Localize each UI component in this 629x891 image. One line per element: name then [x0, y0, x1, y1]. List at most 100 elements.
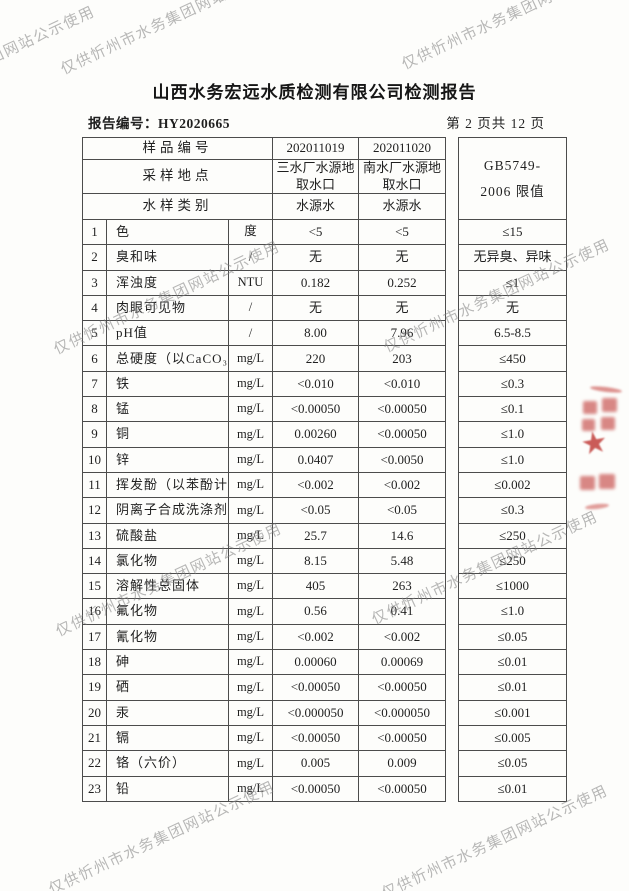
limit-value-cell: ≤1000 [458, 573, 567, 600]
limit-value-cell: 无异臭、异味 [458, 244, 567, 271]
unit-cell: mg/L [228, 396, 273, 423]
row-number-cell: 20 [82, 699, 107, 726]
sample-number-label: 样品编号 [82, 137, 273, 160]
row-number-cell: 13 [82, 522, 107, 549]
results-table: 样品编号 202011019 202011020 采样地点 三水厂水源地取水口 … [82, 137, 446, 802]
sample2-value-cell: 263 [358, 573, 446, 600]
unit-cell: mg/L [228, 370, 273, 398]
sample1-value-cell: <0.00050 [272, 724, 359, 752]
row-number-cell: 8 [82, 396, 107, 423]
sample2-value-cell: <0.00050 [358, 724, 446, 752]
limit-value-cell: ≤0.05 [458, 750, 567, 777]
limit-value-cell: ≤450 [458, 345, 567, 372]
sample-type-2: 水源水 [358, 193, 446, 220]
table-row: 21 镉 mg/L <0.00050 <0.00050 [82, 724, 446, 752]
unit-cell: mg/L [228, 573, 273, 600]
watermark: 仅供忻州市水务集团网站公示使用 [0, 3, 98, 124]
param-name-cell: 阴离子合成洗涤剂 [106, 497, 229, 524]
table-row: 23 铅 mg/L <0.00050 <0.00050 [82, 775, 446, 802]
page-number: 第 2 页共 12 页 [446, 116, 545, 131]
table-row: 2 臭和味 / 无 无 [82, 244, 446, 271]
limit-row: ≤0.01 [458, 649, 567, 676]
sample1-value-cell: <0.000050 [272, 699, 359, 726]
sample1-value-cell: <0.05 [272, 497, 359, 524]
limit-value-cell: ≤0.05 [458, 623, 567, 651]
param-name-cell: 硒 [106, 674, 229, 701]
row-number-cell: 17 [82, 623, 107, 651]
limit-row: ≤250 [458, 522, 567, 549]
row-number-cell: 5 [82, 320, 107, 347]
limit-value-cell: ≤0.002 [458, 471, 567, 499]
param-name-cell: 氟化物 [106, 598, 229, 625]
row-number-cell: 1 [82, 218, 107, 246]
sample1-value-cell: <0.00050 [272, 396, 359, 423]
limit-row: ≤1.0 [458, 598, 567, 625]
limit-row: ≤0.01 [458, 674, 567, 701]
unit-cell: mg/L [228, 421, 273, 448]
sampling-location-label: 采样地点 [82, 159, 273, 194]
limit-value-cell: ≤0.01 [458, 649, 567, 676]
table-row: 7 铁 mg/L <0.010 <0.010 [82, 370, 446, 398]
limit-value-cell: ≤0.01 [458, 674, 567, 701]
unit-cell: mg/L [228, 623, 273, 651]
limit-row: ≤0.05 [458, 623, 567, 651]
sample1-value-cell: 405 [272, 573, 359, 600]
unit-cell: / [228, 320, 273, 347]
row-number-cell: 12 [82, 497, 107, 524]
unit-cell: mg/L [228, 674, 273, 701]
limit-value-cell: ≤0.01 [458, 775, 567, 802]
row-number-cell: 10 [82, 446, 107, 473]
limit-value-cell: ≤250 [458, 547, 567, 575]
param-name-cell: 臭和味 [106, 244, 229, 271]
param-name-cell: 铜 [106, 421, 229, 448]
param-name-cell: 锰 [106, 396, 229, 423]
sample2-value-cell: <5 [358, 218, 446, 246]
unit-cell: mg/L [228, 699, 273, 726]
table-row: 10 锌 mg/L 0.0407 <0.0050 [82, 446, 446, 473]
unit-cell: mg/L [228, 446, 273, 473]
table-row: 9 铜 mg/L 0.00260 <0.00050 [82, 421, 446, 448]
table-row: 18 砷 mg/L 0.00060 0.00069 [82, 649, 446, 676]
unit-cell: mg/L [228, 522, 273, 549]
param-name-cell: 肉眼可见物 [106, 294, 229, 322]
sample2-value-cell: 0.00069 [358, 649, 446, 676]
param-name-cell: 硫酸盐 [106, 522, 229, 549]
table-row: 20 汞 mg/L <0.000050 <0.000050 [82, 699, 446, 726]
seal-text-blob [580, 476, 595, 490]
sample-number-2: 202011020 [358, 137, 446, 160]
sample1-value-cell: 无 [272, 244, 359, 271]
unit-cell: 度 [228, 218, 273, 246]
param-name-cell: 锌 [106, 446, 229, 473]
seal-text-blob [582, 419, 595, 431]
param-name-cell: 浑浊度 [106, 269, 229, 296]
table-row: 8 锰 mg/L <0.00050 <0.00050 [82, 396, 446, 423]
row-number-cell: 7 [82, 370, 107, 398]
param-name-cell: 镉 [106, 724, 229, 752]
param-name-cell: 总硬度（以CaCO₃计） [106, 345, 229, 372]
watermark: 仅供忻州市水务集团网站公示使用 [399, 0, 629, 74]
table-row: 11 挥发酚（以苯酚计） mg/L <0.002 <0.002 [82, 471, 446, 499]
limit-row: ≤0.3 [458, 497, 567, 524]
sample2-value-cell: <0.010 [358, 370, 446, 398]
sample1-value-cell: 0.00260 [272, 421, 359, 448]
unit-cell: mg/L [228, 471, 273, 499]
table-row: 16 氟化物 mg/L 0.56 0.41 [82, 598, 446, 625]
sample-number-row: 样品编号 202011019 202011020 [82, 137, 446, 160]
sample2-value-cell: <0.00050 [358, 674, 446, 701]
limit-row: ≤1000 [458, 573, 567, 600]
seal-arc-top [589, 385, 623, 394]
sample2-value-cell: <0.00050 [358, 396, 446, 423]
limit-row: 无 [458, 294, 567, 322]
limit-value-cell: ≤0.001 [458, 699, 567, 726]
limit-row: ≤0.3 [458, 370, 567, 398]
table-row: 4 肉眼可见物 / 无 无 [82, 294, 446, 322]
sample2-value-cell: 203 [358, 345, 446, 372]
limit-value-cell: 无 [458, 294, 567, 322]
limit-value-cell: ≤15 [458, 218, 567, 246]
table-row: 13 硫酸盐 mg/L 25.7 14.6 [82, 522, 446, 549]
limit-row: ≤250 [458, 547, 567, 575]
sample1-value-cell: <0.002 [272, 623, 359, 651]
sample1-value-cell: <0.002 [272, 471, 359, 499]
unit-cell: mg/L [228, 497, 273, 524]
